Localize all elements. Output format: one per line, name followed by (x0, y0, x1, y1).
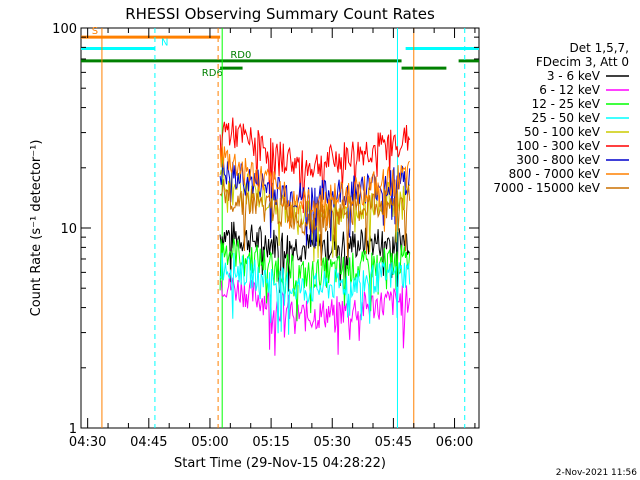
axis-ticks: 04:30 04:45 05:00 05:15 05:30 05:45 06:00 1 10 10… (52, 22, 479, 450)
y-tick-label: 1 (69, 422, 77, 437)
series-line (219, 252, 411, 335)
legend-title-line-1: Det 1,5,7, (570, 41, 630, 55)
x-tick-label: 06:00 (436, 435, 473, 450)
series-line (219, 145, 411, 232)
x-tick-label: 04:45 (130, 435, 167, 450)
legend-label: 100 - 300 keV (516, 139, 600, 153)
flag-label-s: S (92, 26, 98, 37)
flag-bars: S N RD0 RD6 (81, 26, 479, 79)
legend-label: 3 - 6 keV (547, 69, 601, 83)
y-axis-label: Count Rate (s⁻¹ detector⁻¹) (29, 140, 44, 317)
x-tick-label: 05:45 (375, 435, 412, 450)
x-tick-label: 05:00 (191, 435, 228, 450)
vertical-markers (101, 28, 466, 428)
flag-label-rd0: RD0 (230, 50, 251, 61)
legend-label: 7000 - 15000 keV (493, 181, 600, 195)
x-tick-label: 05:15 (252, 435, 289, 450)
x-axis-label: Start Time (29-Nov-15 04:28:22) (174, 456, 386, 471)
legend-label: 800 - 7000 keV (509, 167, 601, 181)
series-line (219, 117, 411, 214)
series-line (219, 272, 411, 356)
legend-label: 50 - 100 keV (524, 125, 601, 139)
chart-title: RHESSI Observing Summary Count Rates (125, 5, 435, 23)
x-tick-label: 04:30 (69, 435, 106, 450)
legend-label: 6 - 12 keV (539, 83, 601, 97)
series-line (219, 179, 411, 266)
legend-label: 300 - 800 keV (516, 153, 600, 167)
legend-title-line-2: FDecim 3, Att 0 (536, 55, 629, 69)
y-tick-label: 100 (52, 22, 77, 37)
flag-label-n: N (161, 37, 168, 48)
flag-label-rd6: RD6 (202, 68, 223, 79)
series-line (219, 221, 411, 294)
series-line (219, 238, 411, 322)
footer-timestamp: 2-Nov-2021 11:56 (556, 468, 638, 478)
legend-label: 12 - 25 keV (532, 97, 601, 111)
series-lines (219, 117, 411, 356)
legend-label: 25 - 50 keV (532, 111, 601, 125)
y-tick-label: 10 (60, 222, 77, 237)
x-tick-label: 05:30 (314, 435, 351, 450)
